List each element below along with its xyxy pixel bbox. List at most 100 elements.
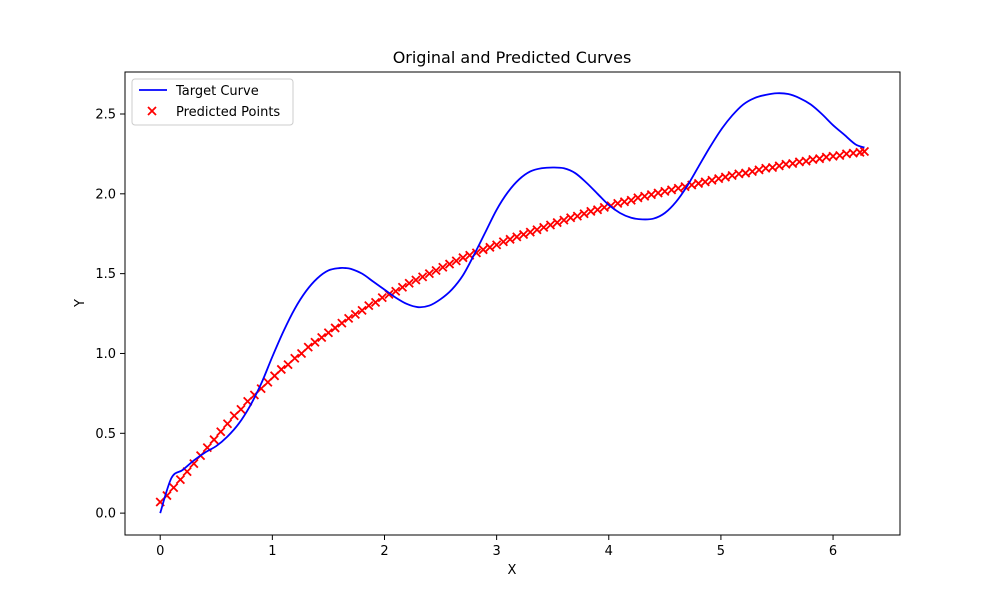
predicted-point bbox=[350, 309, 360, 319]
predicted-point bbox=[774, 161, 784, 171]
predicted-point bbox=[303, 342, 313, 352]
predicted-point-stroke bbox=[761, 163, 771, 173]
predicted-point-stroke bbox=[841, 149, 852, 159]
predicted-point-stroke bbox=[236, 404, 246, 414]
predicted-point bbox=[411, 275, 421, 285]
predicted-point-stroke bbox=[666, 185, 677, 195]
predicted-point bbox=[485, 242, 495, 252]
predicted-point bbox=[343, 313, 354, 323]
legend-label-predicted-points: Predicted Points bbox=[176, 105, 280, 120]
predicted-point bbox=[740, 168, 751, 178]
predicted-point-stroke bbox=[451, 256, 461, 266]
predicted-point bbox=[518, 229, 529, 240]
predicted-point bbox=[646, 189, 657, 200]
predicted-point-stroke bbox=[384, 289, 394, 300]
predicted-point-stroke bbox=[828, 151, 838, 161]
predicted-point-stroke bbox=[491, 240, 502, 250]
predicted-point bbox=[532, 225, 542, 235]
predicted-point-stroke bbox=[518, 229, 529, 240]
predicted-point bbox=[640, 191, 650, 201]
predicted-point bbox=[613, 198, 623, 209]
predicted-point-stroke bbox=[391, 286, 401, 296]
predicted-point bbox=[189, 458, 199, 469]
predicted-point bbox=[236, 404, 246, 414]
predicted-point-stroke bbox=[189, 458, 199, 469]
predicted-point-stroke bbox=[512, 232, 522, 242]
predicted-point-stroke bbox=[411, 275, 421, 285]
predicted-point-stroke bbox=[216, 427, 226, 437]
predicted-point bbox=[814, 154, 825, 164]
predicted-point bbox=[444, 259, 455, 269]
x-tick-label: 3 bbox=[492, 544, 500, 559]
predicted-point-stroke bbox=[619, 197, 630, 207]
predicted-point bbox=[169, 482, 179, 493]
predicted-point bbox=[835, 150, 845, 161]
predicted-point-stroke bbox=[794, 157, 805, 167]
predicted-point-stroke bbox=[310, 337, 320, 347]
predicted-point bbox=[539, 222, 549, 232]
predicted-point-stroke bbox=[404, 278, 414, 288]
predicted-point bbox=[216, 427, 226, 437]
predicted-point bbox=[491, 240, 502, 250]
predicted-point-stroke bbox=[276, 364, 286, 375]
predicted-point-stroke bbox=[290, 353, 300, 363]
predicted-point-stroke bbox=[781, 159, 791, 169]
legend-x-marker bbox=[147, 106, 157, 116]
predicted-point bbox=[754, 165, 764, 175]
predicted-point-stroke bbox=[465, 250, 475, 260]
predicted-point bbox=[626, 195, 636, 205]
predicted-point-stroke bbox=[323, 328, 334, 338]
predicted-point-stroke bbox=[859, 146, 870, 157]
plot-area-frame bbox=[124, 71, 901, 536]
predicted-point-stroke bbox=[505, 234, 515, 244]
predicted-point-stroke bbox=[343, 313, 354, 323]
target-curve-line bbox=[159, 92, 865, 514]
predicted-point-stroke bbox=[552, 217, 562, 228]
x-tick-label: 2 bbox=[380, 544, 388, 559]
legend-box bbox=[131, 78, 294, 126]
predicted-point-stroke bbox=[740, 168, 751, 178]
y-tick-label: 0.5 bbox=[95, 427, 116, 442]
predicted-point-stroke bbox=[767, 162, 778, 173]
predicted-point-stroke bbox=[821, 152, 831, 162]
predicted-point-stroke bbox=[747, 166, 757, 177]
predicted-point bbox=[337, 318, 347, 328]
predicted-point-stroke bbox=[364, 300, 374, 311]
predicted-point bbox=[478, 245, 488, 255]
predicted-point-stroke bbox=[337, 318, 347, 328]
predicted-point bbox=[660, 186, 670, 197]
y-tick-label: 2.0 bbox=[95, 187, 116, 202]
predicted-point-stroke bbox=[633, 193, 643, 203]
predicted-point bbox=[364, 300, 374, 311]
predicted-point bbox=[720, 172, 731, 182]
predicted-point-stroke bbox=[498, 237, 508, 247]
predicted-point-stroke bbox=[202, 443, 212, 453]
predicted-point-stroke bbox=[525, 227, 535, 237]
y-tick-label: 1.0 bbox=[95, 347, 116, 362]
predicted-point-stroke bbox=[848, 148, 858, 158]
predicted-point bbox=[357, 305, 367, 316]
predicted-point bbox=[633, 193, 643, 203]
predicted-point-stroke bbox=[539, 222, 549, 232]
axis-ticks: 0 1 2 3 4 5 6 0.0 0.5 1.0 1.5 2.0 2.5 bbox=[95, 107, 837, 559]
predicted-point bbox=[552, 217, 562, 228]
predicted-point-stroke bbox=[592, 205, 603, 215]
predicted-point-stroke bbox=[693, 178, 704, 189]
predicted-point-stroke bbox=[808, 154, 818, 165]
predicted-point bbox=[498, 237, 508, 247]
predicted-point bbox=[512, 232, 522, 242]
x-tick-label: 4 bbox=[605, 544, 613, 559]
predicted-point-stroke bbox=[559, 215, 569, 225]
predicted-point bbox=[619, 197, 630, 207]
x-tick-label: 5 bbox=[717, 544, 725, 559]
predicted-point-stroke bbox=[660, 186, 670, 197]
predicted-point bbox=[859, 146, 870, 157]
predicted-point-stroke bbox=[357, 305, 367, 316]
predicted-point bbox=[505, 234, 515, 244]
predicted-point bbox=[310, 337, 320, 347]
predicted-point bbox=[673, 183, 683, 193]
predicted-point bbox=[276, 364, 286, 375]
predicted-point bbox=[707, 175, 717, 185]
predicted-point bbox=[767, 162, 778, 173]
predicted-point bbox=[525, 227, 535, 237]
